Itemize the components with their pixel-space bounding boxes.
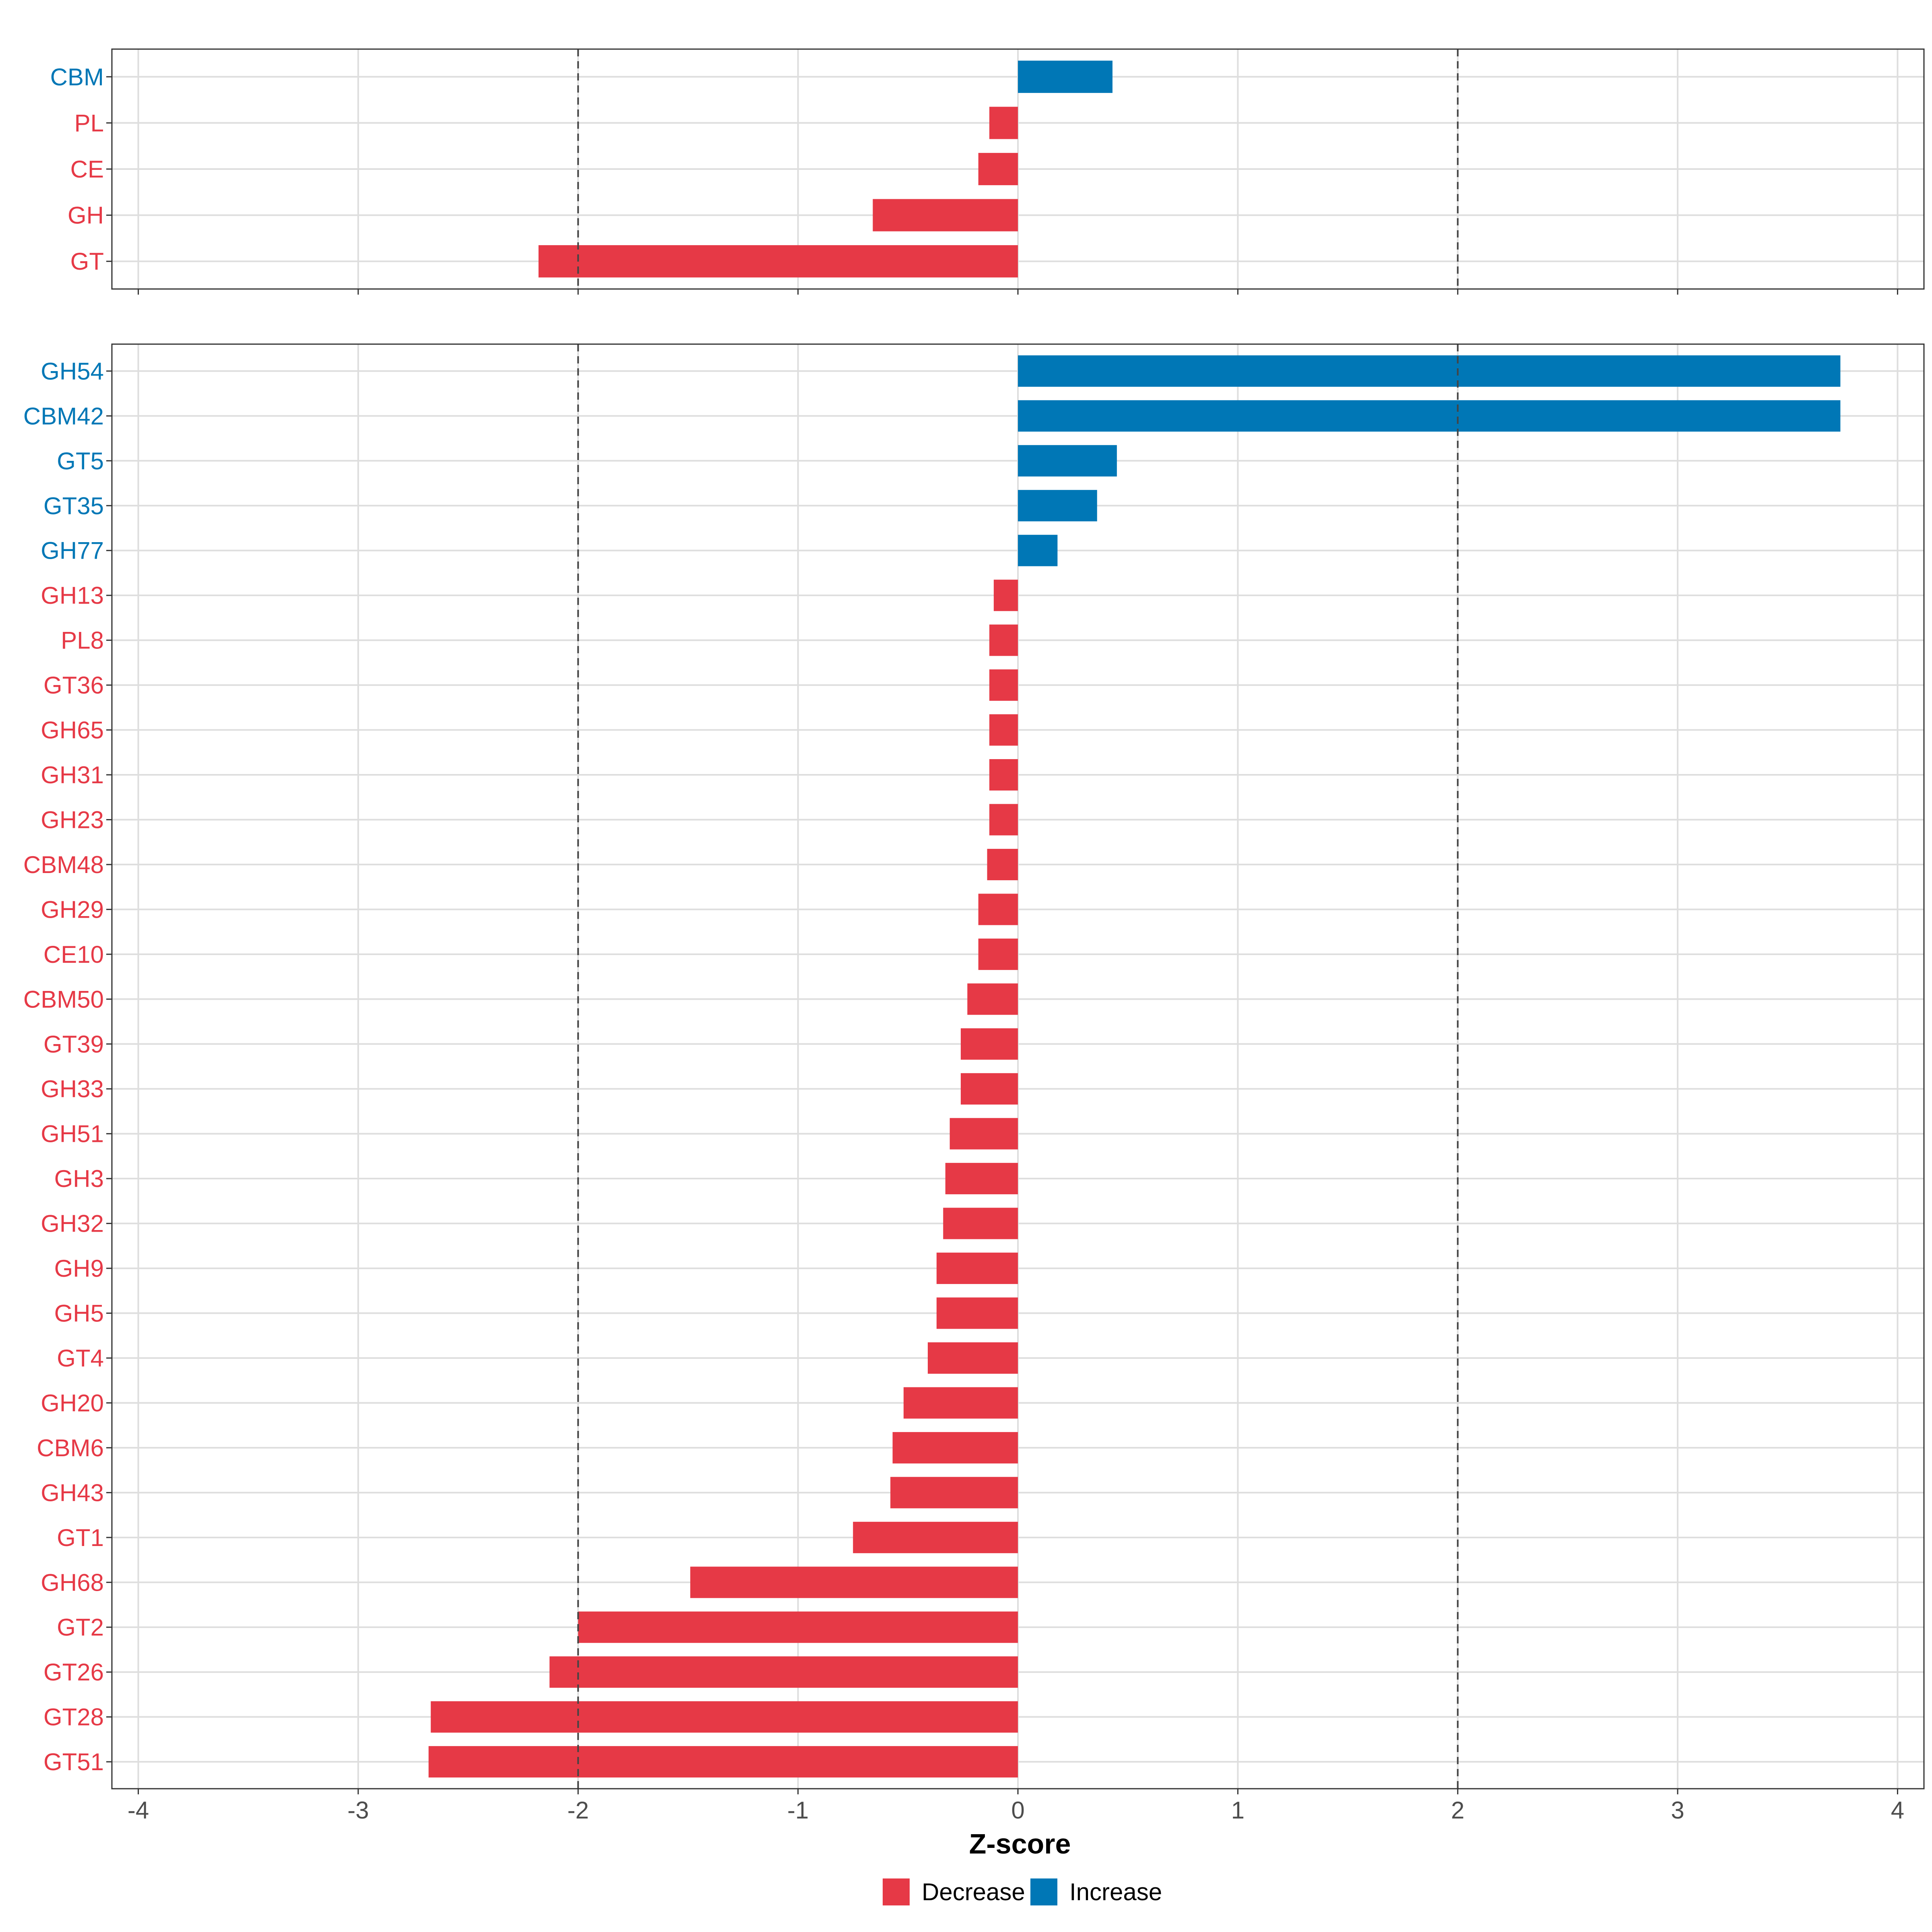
x-tick-label: 2 — [1451, 1797, 1464, 1824]
category-label-gh: GH — [68, 202, 104, 229]
category-label-cbm42: CBM42 — [23, 402, 104, 429]
category-label-gh5: GH5 — [54, 1300, 104, 1327]
category-label-gh31: GH31 — [41, 762, 104, 788]
category-label-cbm48: CBM48 — [23, 851, 104, 878]
bar-gh — [873, 199, 1018, 231]
category-label-gt36: GT36 — [43, 672, 104, 699]
category-label-gt4: GT4 — [57, 1345, 104, 1372]
bar-gh32 — [943, 1208, 1018, 1239]
bar-gh23 — [989, 804, 1018, 836]
category-label-gh13: GH13 — [41, 582, 104, 609]
legend-label-decrease: Decrease — [922, 1878, 1025, 1905]
category-label-ce10: CE10 — [43, 941, 104, 968]
category-label-gt1: GT1 — [57, 1524, 104, 1551]
bar-gh29 — [978, 894, 1018, 925]
x-tick-label: -4 — [128, 1797, 149, 1824]
category-label-gt26: GT26 — [43, 1659, 104, 1686]
category-label-gh65: GH65 — [41, 717, 104, 744]
category-label-cbm50: CBM50 — [23, 986, 104, 1013]
bar-gh3 — [945, 1163, 1018, 1195]
category-label-gh33: GH33 — [41, 1075, 104, 1102]
bar-gt51 — [428, 1746, 1018, 1778]
category-label-gh23: GH23 — [41, 806, 104, 833]
category-label-cbm: CBM — [50, 64, 104, 91]
bar-gh65 — [989, 714, 1018, 746]
x-tick-label: -2 — [568, 1797, 589, 1824]
category-label-gh43: GH43 — [41, 1479, 104, 1506]
category-label-pl: PL — [74, 109, 104, 136]
bar-pl8 — [989, 624, 1018, 656]
category-label-gh32: GH32 — [41, 1210, 104, 1237]
category-label-gh68: GH68 — [41, 1569, 104, 1596]
category-label-gt2: GT2 — [57, 1614, 104, 1641]
top-panel: CBM PL CE GH GT — [50, 48, 1925, 295]
category-label-gt35: GT35 — [43, 492, 104, 519]
bar-gt — [538, 245, 1018, 278]
bar-gt4 — [927, 1342, 1018, 1374]
x-tick-label: -3 — [347, 1797, 369, 1824]
bar-gh54 — [1018, 355, 1841, 387]
x-axis: -4 -3 -2 -1 0 1 2 3 4 — [128, 1797, 1904, 1824]
category-label-gh20: GH20 — [41, 1389, 104, 1416]
bar-gt1 — [853, 1521, 1018, 1553]
bar-gh13 — [993, 580, 1018, 611]
bar-gt2 — [578, 1611, 1018, 1643]
category-label-gh51: GH51 — [41, 1121, 104, 1148]
bar-gt36 — [989, 669, 1018, 701]
category-label-pl8: PL8 — [61, 627, 104, 654]
bar-gt28 — [431, 1701, 1018, 1733]
x-tick-label: 0 — [1011, 1797, 1024, 1824]
bar-cbm48 — [987, 848, 1018, 880]
bar-gh9 — [936, 1253, 1018, 1284]
bar-gt35 — [1018, 490, 1097, 522]
legend-swatch-increase — [1030, 1878, 1057, 1905]
category-label-gh3: GH3 — [54, 1165, 104, 1192]
x-tick-label: -1 — [787, 1797, 809, 1824]
category-label-gh9: GH9 — [54, 1255, 104, 1282]
x-tick-label: 3 — [1671, 1797, 1684, 1824]
x-tick-label: 4 — [1891, 1797, 1904, 1824]
category-label-cbm6: CBM6 — [37, 1435, 104, 1461]
bar-cbm42 — [1018, 400, 1841, 432]
bar-cbm6 — [892, 1432, 1018, 1463]
category-label-gt5: GT5 — [57, 448, 104, 475]
legend: Decrease Increase — [883, 1878, 1162, 1905]
bar-gh51 — [949, 1118, 1018, 1150]
category-label-gt51: GT51 — [43, 1748, 104, 1775]
bar-gh5 — [936, 1297, 1018, 1329]
bar-ce — [978, 153, 1018, 186]
x-tick-label: 1 — [1231, 1797, 1245, 1824]
category-label-gt: GT — [70, 248, 104, 275]
bar-pl — [989, 107, 1018, 139]
bar-cbm50 — [967, 983, 1018, 1015]
bar-gh68 — [690, 1567, 1018, 1598]
bar-ce10 — [978, 938, 1018, 970]
category-label-gh77: GH77 — [41, 537, 104, 564]
bar-gh33 — [960, 1073, 1018, 1105]
category-label-gh29: GH29 — [41, 896, 104, 923]
legend-label-increase: Increase — [1069, 1878, 1162, 1905]
bar-gh77 — [1018, 535, 1058, 566]
bar-gt26 — [549, 1656, 1018, 1688]
bar-gt39 — [960, 1028, 1018, 1060]
bar-gh43 — [890, 1477, 1018, 1509]
category-label-gt28: GT28 — [43, 1704, 104, 1731]
x-axis-title: Z-score — [969, 1828, 1071, 1860]
bar-gh20 — [903, 1387, 1018, 1419]
bar-gt5 — [1018, 445, 1117, 477]
bar-gh31 — [989, 759, 1018, 791]
bar-cbm — [1018, 60, 1113, 93]
category-label-gt39: GT39 — [43, 1031, 104, 1058]
legend-swatch-decrease — [883, 1878, 910, 1905]
bottom-panel: GH54 CBM42 GT5 GT35 GH77 GH13 PL8 GT36 GH65 GH31 G… — [23, 343, 1925, 1794]
category-label-ce: CE — [70, 156, 104, 183]
category-label-gh54: GH54 — [41, 358, 104, 385]
